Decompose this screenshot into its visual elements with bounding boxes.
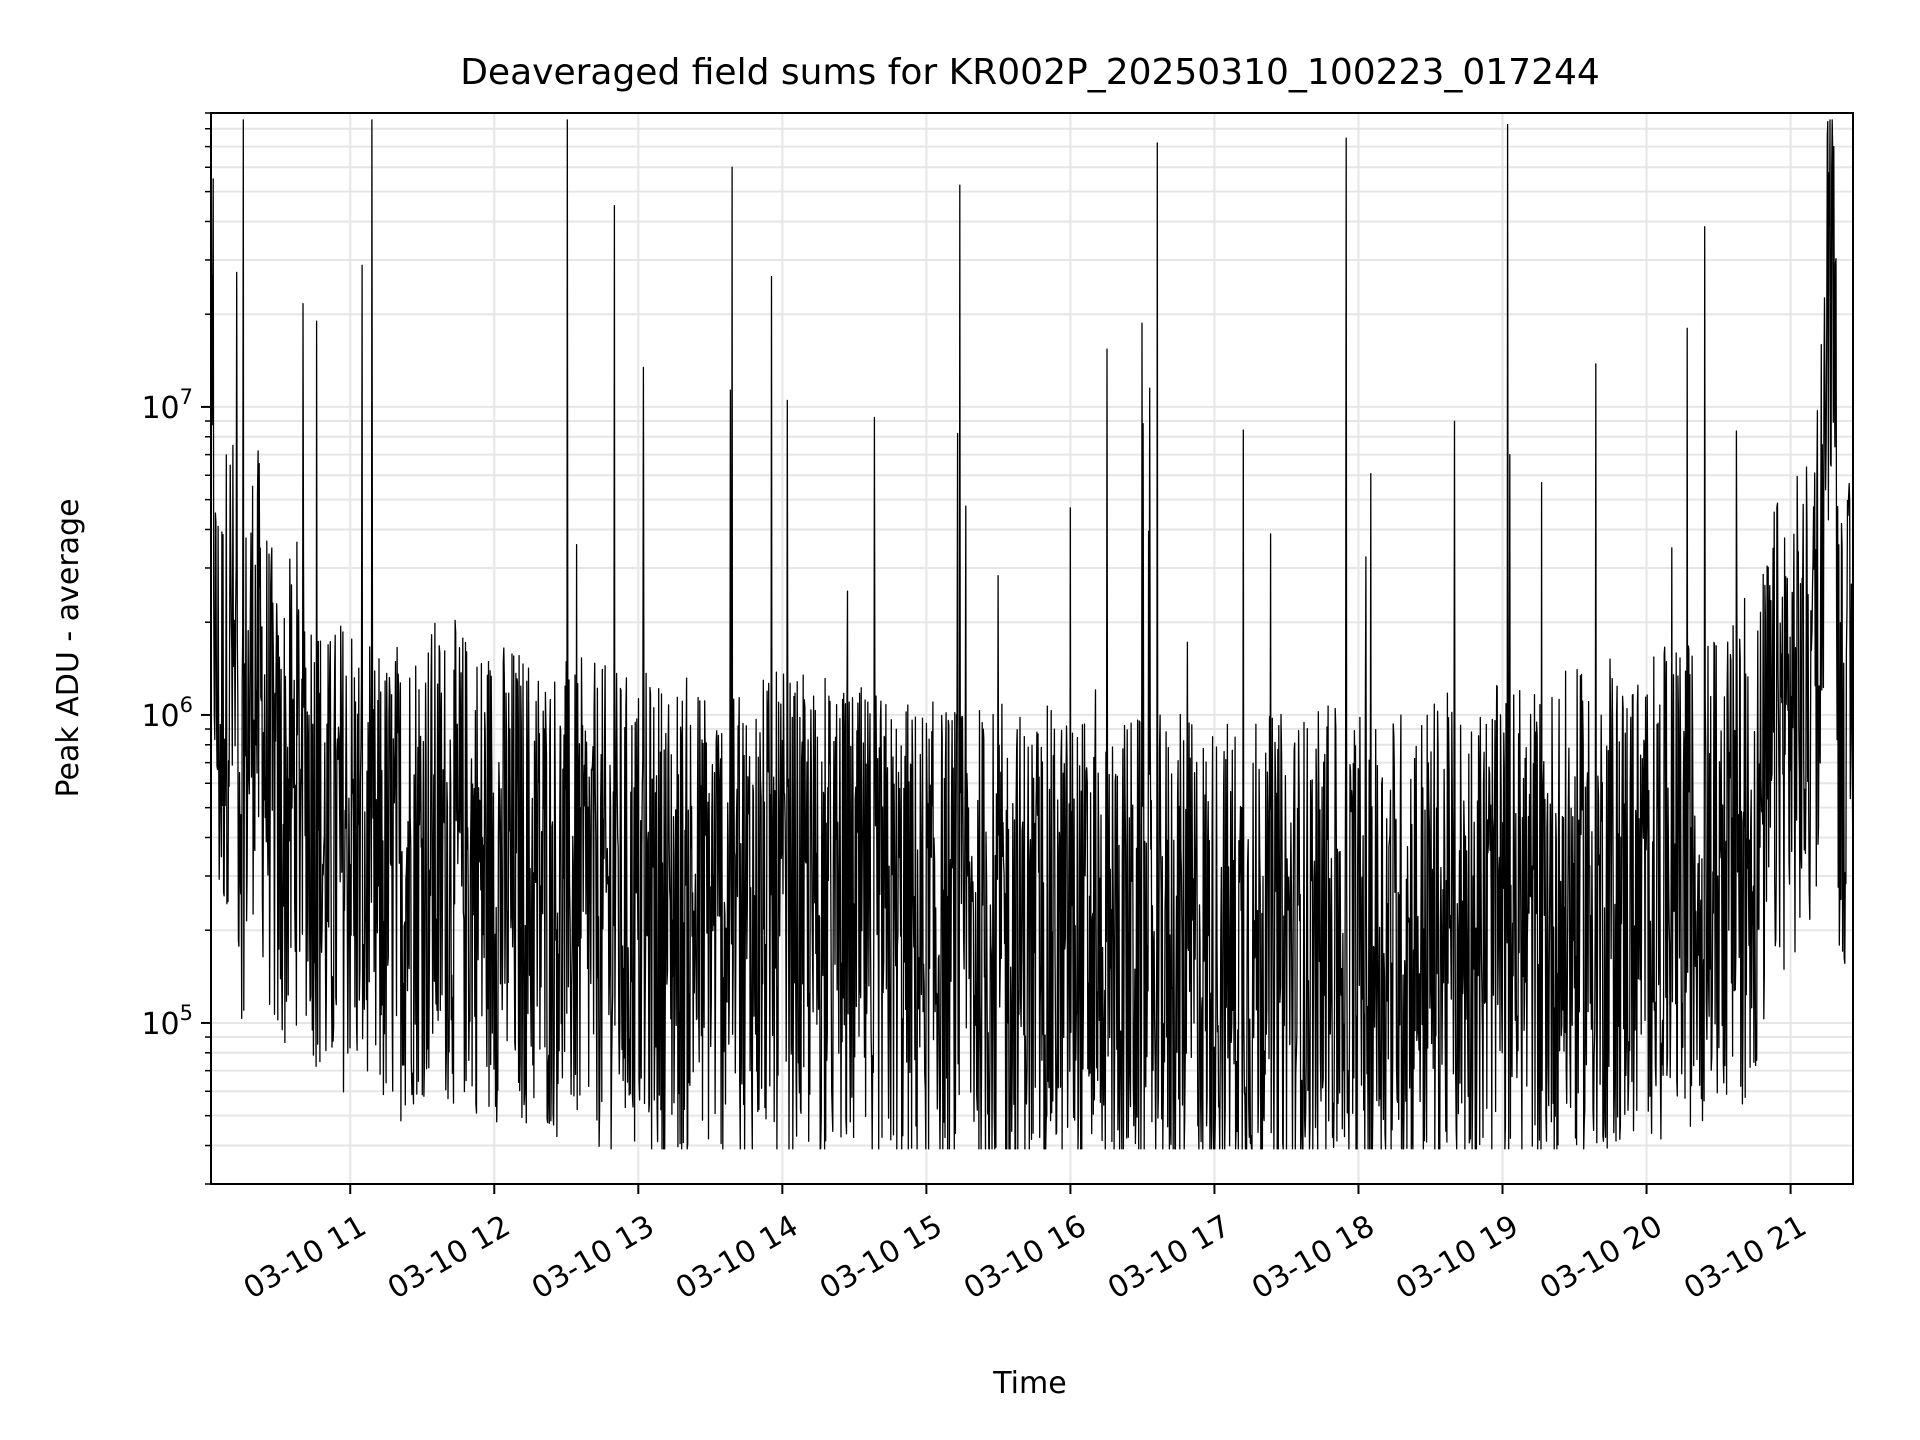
y-axis: 105 106 107	[141, 112, 211, 1185]
y-axis-label: Peak ADU - average	[51, 498, 86, 797]
series-layer	[210, 119, 1854, 1150]
y-tick-label: 107	[141, 385, 193, 426]
series-line	[210, 119, 1854, 1150]
chart-title: Deaveraged field sums for KR002P_2025031…	[460, 52, 1600, 93]
y-tick-label: 105	[141, 1001, 193, 1042]
x-axis-label: Time	[992, 1366, 1066, 1401]
plot-frame	[210, 112, 1854, 1185]
y-tick-label: 106	[141, 693, 193, 734]
